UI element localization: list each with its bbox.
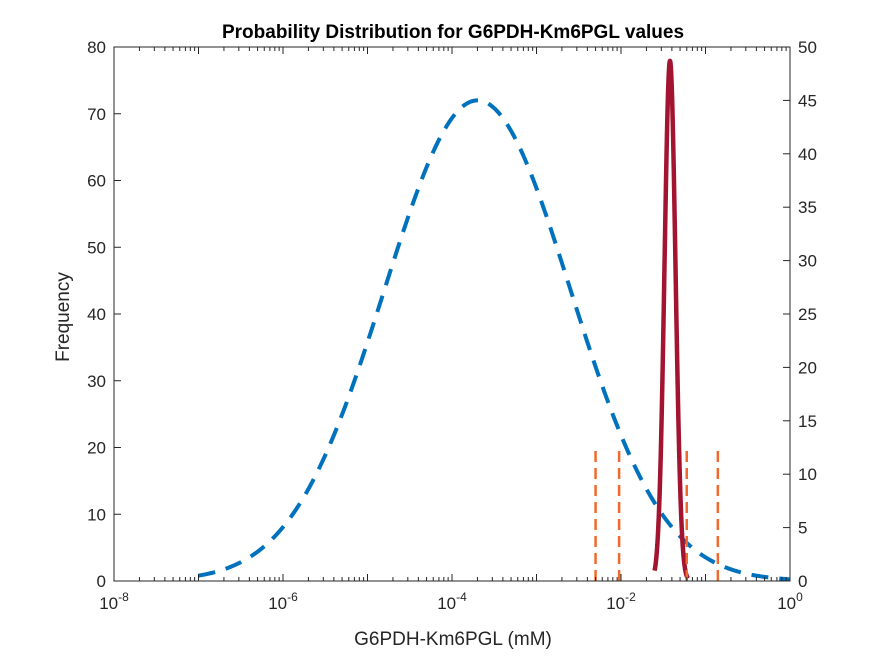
y-right-tick-label: 10 <box>798 465 817 484</box>
y-right-tick-label: 25 <box>798 305 817 324</box>
y-right-tick-label: 50 <box>798 38 817 57</box>
y-right-tick-label: 20 <box>798 358 817 377</box>
y-left-tick-label: 70 <box>87 105 106 124</box>
y-right-tick-label: 5 <box>798 519 807 538</box>
y-right-tick-label: 40 <box>798 145 817 164</box>
y-left-tick-label: 30 <box>87 372 106 391</box>
series-2-line <box>652 58 691 581</box>
y-axis-label: Frequency <box>53 272 74 362</box>
axes: 10-8 10-6 10-4 10-2 100010203040506070800510… <box>87 38 817 613</box>
y-left-tick-label: 0 <box>97 572 106 591</box>
y-left-tick-label: 40 <box>87 305 106 324</box>
plot-area <box>198 58 791 582</box>
series-1-line <box>198 98 791 582</box>
y-right-tick-label: 45 <box>798 91 817 110</box>
x-tick-label: 100 <box>777 590 803 613</box>
y-left-tick-label: 60 <box>87 172 106 191</box>
y-left-tick-label: 10 <box>87 505 106 524</box>
chart-title: Probability Distribution for G6PDH-Km6PG… <box>222 22 684 43</box>
y-left-tick-label: 20 <box>87 439 106 458</box>
y-right-tick-label: 0 <box>798 572 807 591</box>
y-right-tick-label: 15 <box>798 412 817 431</box>
x-tick-label: 10-8 <box>99 590 129 613</box>
y-right-tick-label: 30 <box>798 252 817 271</box>
y-left-tick-label: 50 <box>87 238 106 257</box>
x-tick-label: 10-6 <box>268 590 298 613</box>
y-right-tick-label: 35 <box>798 198 817 217</box>
x-axis-label: G6PDH-Km6PGL (mM) <box>354 629 552 650</box>
x-tick-label: 10-4 <box>437 590 467 613</box>
y-left-tick-label: 80 <box>87 38 106 57</box>
x-tick-label: 10-2 <box>606 590 636 613</box>
